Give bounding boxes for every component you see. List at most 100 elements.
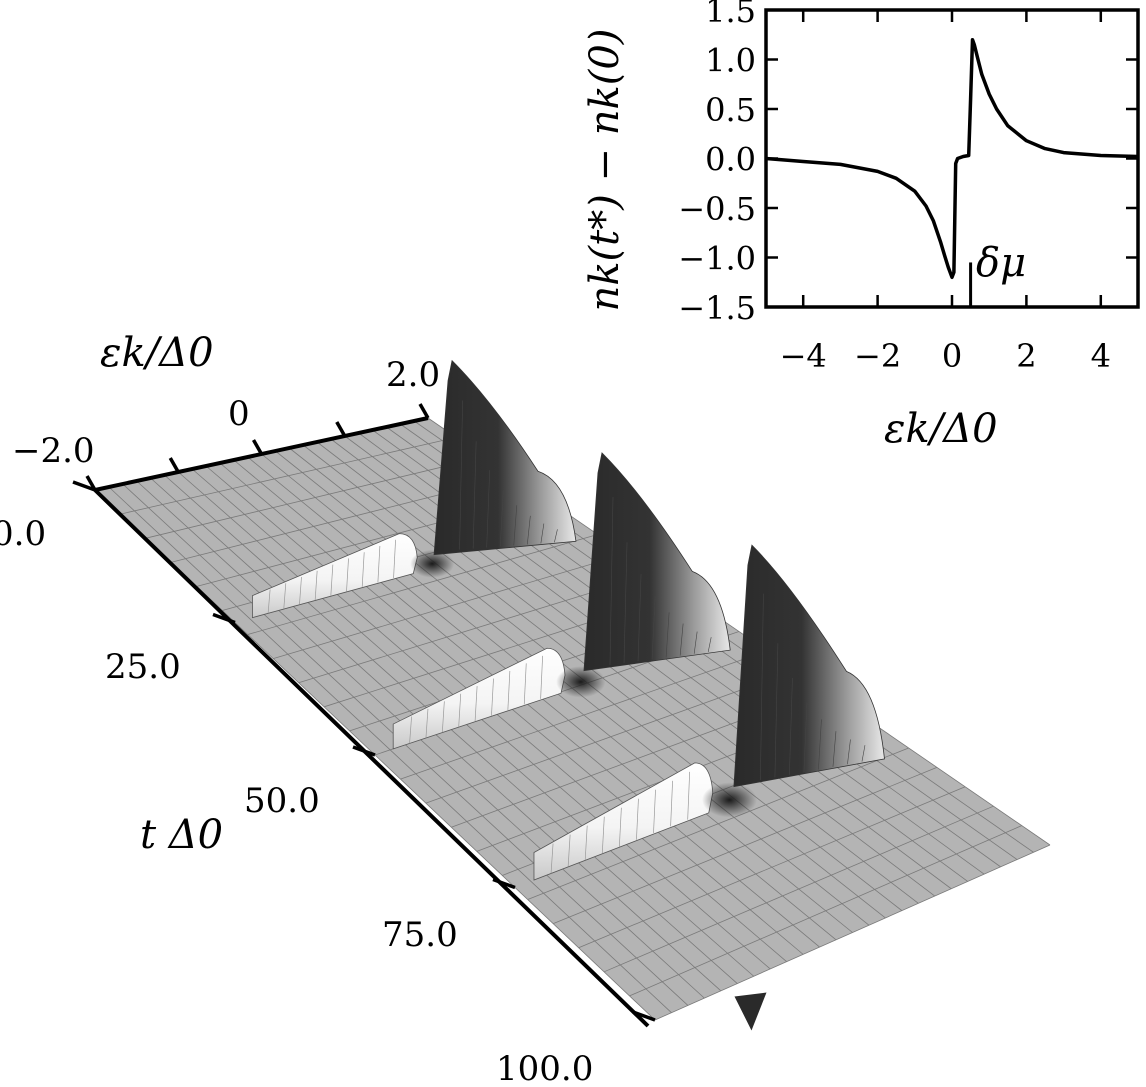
grid-line (273, 553, 627, 660)
x-tick-label: 2.0 (386, 355, 440, 395)
peak-rib (760, 593, 764, 781)
plateau-rib (507, 670, 511, 710)
peak-rib (540, 523, 545, 544)
peak-rib (499, 490, 504, 547)
inset-plot: 1.5 1.0 0.5 0.0 −0.5 −1.0 −1.5 −4 −2 0 2 4 δμ εk/Δ… (582, 0, 1140, 452)
grid-line (145, 456, 485, 539)
surface-ticks (72, 403, 656, 1022)
x-axis-tick (251, 439, 264, 455)
plateau-rib (393, 539, 396, 579)
grid-line (603, 805, 994, 973)
peak-rib (459, 400, 463, 550)
dip-shadow (702, 782, 758, 818)
inset-y-tick-label: 1.5 (705, 0, 756, 30)
grid-line (247, 534, 598, 635)
peak-rib (707, 637, 712, 652)
surface-edge-dip (734, 992, 767, 1031)
plateau-rib (314, 570, 318, 601)
peak-rib (693, 631, 698, 654)
inset-x-tick-label: 2 (1016, 337, 1036, 375)
inset-x-tick-label: 0 (942, 337, 962, 375)
inset-ticks (766, 8, 1138, 309)
peak-rib (486, 470, 490, 548)
peak-rib (513, 505, 518, 546)
plateau-rib (458, 693, 462, 727)
dip-shadow (410, 549, 455, 578)
surface-peak (433, 359, 577, 556)
plateau-rib (346, 558, 349, 592)
plateau-rib (491, 678, 494, 716)
peak-rib (472, 441, 477, 549)
peak-rib (637, 574, 642, 662)
inset-y-tick-label: −0.5 (678, 190, 756, 228)
surface-peak (583, 452, 731, 672)
x-tick-label: −2.0 (12, 431, 95, 471)
inset-y-axis-label: nk(t*) − nk(0) (582, 29, 628, 312)
grid-line (120, 437, 457, 515)
t-axis-tick (352, 745, 376, 757)
plateau-rib (601, 816, 605, 854)
peak-rib (789, 678, 793, 775)
t-axis-tick (212, 612, 236, 625)
surface-x-axis-label: εk/Δ0 (100, 330, 214, 376)
inset-ytick-labels: 1.5 1.0 0.5 0.0 −0.5 −1.0 −1.5 (678, 0, 756, 327)
plateau-rib (567, 834, 571, 867)
inset-y-tick-label: −1.0 (678, 240, 756, 278)
inset-y-tick-label: 1.0 (705, 42, 756, 80)
x-tick-label: 0 (228, 394, 250, 434)
t-axis-tick (632, 1010, 656, 1022)
peak-rib (665, 612, 670, 658)
x-axis-tick (168, 457, 180, 473)
peak-rib (774, 643, 779, 778)
plateau-rib (377, 546, 381, 583)
inset-x-tick-label: −4 (780, 337, 827, 375)
plateau-rib (330, 564, 334, 596)
peak-rib (623, 542, 628, 663)
inset-y-tick-label: 0.5 (705, 91, 756, 129)
dip-shadow (556, 666, 606, 698)
grid-line (400, 650, 768, 780)
plateau-rib (653, 789, 656, 834)
t-tick-label: 0.0 (0, 514, 46, 554)
plateau-rib (540, 655, 543, 699)
plateau-rib (474, 686, 478, 722)
peak-rib (803, 702, 808, 773)
t-axis-line (93, 488, 650, 1028)
grid-line (527, 747, 909, 900)
x-axis-tick (335, 421, 347, 437)
grid-line (425, 669, 796, 804)
plateau-rib (267, 589, 271, 614)
t-tick-label: 75.0 (382, 915, 458, 955)
grid-line (553, 766, 938, 925)
plateau-rib (523, 663, 527, 705)
peak-rib (861, 745, 866, 762)
peak-rib (527, 515, 531, 545)
surface-t-axis-label: t Δ0 (140, 812, 223, 858)
peak-rib (847, 739, 851, 765)
x-axis-tick (85, 475, 97, 491)
plateau-rib (441, 701, 445, 733)
grid-line (654, 844, 1051, 1021)
plateau-rib (687, 771, 691, 820)
inset-series-line (765, 37, 1139, 280)
t-axis-tick (72, 480, 96, 492)
t-tick-label: 25.0 (105, 647, 181, 687)
inset-y-tick-label: 0.0 (705, 141, 756, 179)
plateau-rib (409, 716, 412, 744)
x-axis-tick (418, 403, 430, 419)
grid-line (629, 825, 1022, 997)
inset-x-axis-label: εk/Δ0 (884, 406, 998, 452)
peak-rib (554, 529, 558, 543)
plateau-rib (584, 825, 588, 860)
grid-line (578, 786, 966, 949)
peak-rib (609, 497, 614, 665)
delta-mu-annotation: δμ (976, 240, 1026, 286)
surface-plot: −2.0 0 2.0 0.0 25.0 50.0 75.0 100.0 εk/Δ… (0, 330, 1051, 1087)
peak-rib (832, 731, 837, 767)
inset-y-tick-label: −1.5 (678, 289, 756, 327)
inset-xtick-labels: −4 −2 0 2 4 (780, 337, 1111, 375)
plateau-rib (636, 798, 639, 840)
plateau-rib (670, 780, 673, 827)
